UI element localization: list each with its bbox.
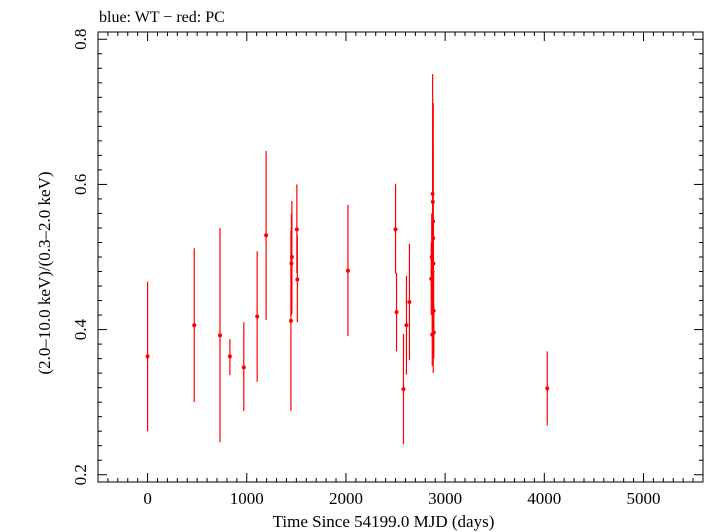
plot-border: [97, 31, 704, 483]
x-tick-label: 4000: [527, 489, 561, 508]
data-point: [217, 333, 222, 338]
data-point: [393, 227, 398, 232]
x-tick-label: 0: [143, 489, 152, 508]
x-axis-label: Time Since 54199.0 MJD (days): [273, 512, 495, 531]
data-point: [255, 314, 260, 319]
data-point: [295, 277, 300, 282]
x-axis: 0 1000 2000 3000 4000 5000: [97, 32, 694, 508]
data-point: [431, 261, 436, 266]
data-point: [145, 354, 150, 359]
data-point: [545, 386, 550, 391]
y-axis: 0.2 0.4 0.6 0.8: [71, 29, 703, 485]
data-point: [431, 330, 436, 335]
y-axis-label: (2.0–10.0 keV)/(0.3–2.0 keV): [35, 171, 54, 374]
y-tick-label: 0.2: [71, 464, 90, 485]
data-point: [192, 323, 197, 328]
series-pc: [145, 74, 550, 445]
x-tick-label: 5000: [626, 489, 660, 508]
y-tick-label: 0.6: [71, 174, 90, 195]
x-tick-label: 3000: [428, 489, 462, 508]
x-tick-label: 2000: [329, 489, 363, 508]
y-tick-label: 0.8: [71, 29, 90, 50]
data-point: [289, 255, 294, 259]
data-point: [404, 323, 409, 328]
data-point: [294, 227, 299, 232]
chart-title: blue: WT − red: PC: [99, 9, 225, 26]
data-point: [401, 387, 406, 392]
x-tick-label: 1000: [230, 489, 264, 508]
data-point: [345, 268, 350, 273]
data-point: [407, 300, 412, 304]
y-tick-label: 0.4: [71, 318, 90, 340]
data-point: [241, 365, 246, 370]
data-point: [264, 233, 269, 238]
data-point: [288, 318, 293, 323]
plot-frame: [97, 31, 704, 483]
data-point: [227, 354, 232, 359]
data-point: [394, 310, 399, 315]
